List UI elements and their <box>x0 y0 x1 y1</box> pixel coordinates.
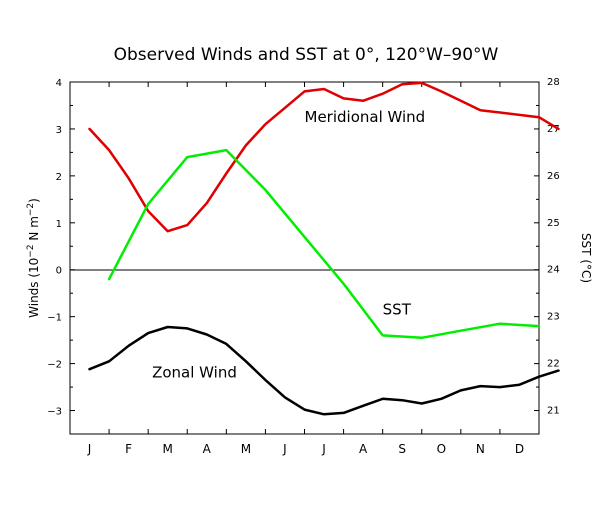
y-axis-label-left-base: Winds (10 <box>27 258 41 318</box>
month-label: A <box>359 442 368 456</box>
series-label-zonal-wind: Zonal Wind <box>152 364 237 382</box>
right-tick-label: 23 <box>547 312 560 323</box>
series-label-sst: SST <box>383 300 412 318</box>
y-axis-label-right: SST (°C) <box>579 233 593 283</box>
left-tick-label: 4 <box>56 78 62 89</box>
y-axis-label-left: Winds (10−2 N m−2) <box>26 198 41 318</box>
left-tick-label: −2 <box>47 360 62 371</box>
month-label: O <box>437 442 446 456</box>
right-axis-ticks: 21 22 23 24 25 26 27 28 <box>534 77 560 435</box>
right-tick-label: 27 <box>547 124 560 135</box>
y-axis-label-left-sup2: −2 <box>26 203 36 216</box>
right-tick-label: 28 <box>547 77 560 88</box>
y-axis-label-left-unit: N m <box>27 216 41 244</box>
series-line-sst <box>107 148 541 340</box>
left-tick-label: 1 <box>56 219 62 230</box>
month-label: M <box>241 442 251 456</box>
right-tick-label: 21 <box>547 406 560 417</box>
right-tick-label: 24 <box>547 265 560 276</box>
month-label: J <box>321 442 326 456</box>
left-tick-label: 2 <box>56 172 62 183</box>
series-line-meridional-wind <box>88 81 560 233</box>
month-label: J <box>282 442 287 456</box>
chart-title: Observed Winds and SST at 0°, 120°W–90°W <box>114 45 499 65</box>
month-label: S <box>398 442 406 456</box>
left-tick-label: −3 <box>47 407 62 418</box>
plot-frame <box>69 81 540 435</box>
left-axis-ticks: −3 −2 −1 0 1 2 3 4 <box>47 78 75 435</box>
month-label: D <box>515 442 524 456</box>
series-label-meridional-wind: Meridional Wind <box>305 108 426 126</box>
month-label: J <box>87 442 92 456</box>
left-tick-label: 0 <box>56 266 62 277</box>
series-labels: Meridional Wind SST Zonal Wind <box>152 108 425 382</box>
left-tick-label: −1 <box>47 313 62 324</box>
month-label: M <box>163 442 173 456</box>
right-tick-label: 25 <box>547 218 560 229</box>
month-label: N <box>476 442 485 456</box>
y-axis-label-left-end: ) <box>27 198 41 203</box>
series-line-zonal-wind <box>88 325 560 416</box>
right-tick-label: 22 <box>547 359 560 370</box>
series-lines <box>88 81 560 416</box>
left-tick-label: 3 <box>56 125 62 136</box>
y-axis-label-left-sup: −2 <box>26 244 36 257</box>
right-tick-label: 26 <box>547 171 560 182</box>
month-label: F <box>125 442 132 456</box>
month-label: A <box>203 442 212 456</box>
